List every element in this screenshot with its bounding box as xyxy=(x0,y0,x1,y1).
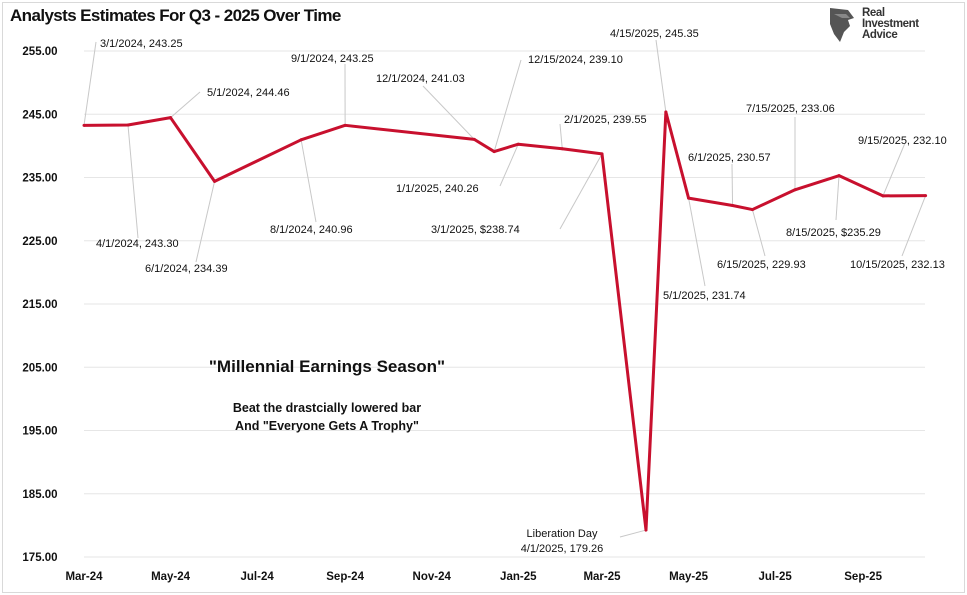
data-label: 5/1/2025, 231.74 xyxy=(663,290,746,302)
data-point xyxy=(600,152,604,156)
y-tick-label: 245.00 xyxy=(22,109,57,121)
data-point xyxy=(213,179,217,183)
data-point xyxy=(731,204,735,208)
y-tick-label: 175.00 xyxy=(22,552,57,564)
series-line xyxy=(83,110,926,532)
data-label: 12/15/2024, 239.10 xyxy=(528,54,623,66)
leader-line xyxy=(901,195,927,257)
y-tick-label: 215.00 xyxy=(22,299,57,311)
data-point xyxy=(560,147,564,151)
logo: Real Investment Advice xyxy=(826,6,919,42)
data-label: 12/1/2024, 241.03 xyxy=(376,73,465,85)
data-label: 6/1/2025, 230.57 xyxy=(688,152,771,164)
leader-line xyxy=(882,142,906,197)
data-point xyxy=(299,138,303,142)
data-label: 7/15/2025, 233.06 xyxy=(746,103,835,115)
data-point xyxy=(472,137,476,141)
y-tick-label: 235.00 xyxy=(22,173,57,185)
data-point xyxy=(793,188,797,192)
data-point xyxy=(169,116,173,120)
data-label: 6/1/2024, 234.39 xyxy=(145,263,228,275)
data-label: 2/1/2025, 239.55 xyxy=(564,114,647,126)
logo-line: Investment xyxy=(862,17,919,30)
x-tick-label: Sep-25 xyxy=(844,571,882,583)
data-point xyxy=(644,528,648,532)
leader-line xyxy=(195,181,216,263)
data-point xyxy=(837,174,841,178)
data-point xyxy=(82,123,86,127)
data-label: 4/1/2025, 179.26 xyxy=(521,543,604,555)
x-tick-label: Mar-25 xyxy=(583,571,621,583)
x-tick-label: Mar-24 xyxy=(65,571,103,583)
leader-line xyxy=(499,144,519,187)
leader-line xyxy=(422,85,475,140)
logo-text: Real Investment Advice xyxy=(862,6,919,41)
y-tick-label: 255.00 xyxy=(22,46,57,58)
y-tick-label: 185.00 xyxy=(22,489,57,501)
leader-line xyxy=(493,59,522,152)
leader-line xyxy=(731,163,734,206)
leader-line xyxy=(619,529,647,538)
data-label: 1/1/2025, 240.26 xyxy=(396,183,479,195)
data-label: 6/15/2025, 229.93 xyxy=(717,259,806,271)
data-point xyxy=(750,208,754,212)
x-tick-label: Jul-24 xyxy=(241,571,275,583)
leader-line xyxy=(300,139,317,223)
leader-line xyxy=(751,209,766,257)
logo-line: Real xyxy=(862,6,885,19)
data-label: 3/1/2025, $238.74 xyxy=(431,224,520,236)
data-label: 9/1/2024, 243.25 xyxy=(291,53,374,65)
x-tick-label: Nov-24 xyxy=(413,571,452,583)
data-point xyxy=(664,110,668,114)
data-label: 3/1/2024, 243.25 xyxy=(100,38,183,50)
y-tick-label: 205.00 xyxy=(22,362,57,374)
annotation-line2: And "Everyone Gets A Trophy" xyxy=(235,419,419,433)
leader-line xyxy=(655,39,667,113)
x-tick-label: May-24 xyxy=(151,571,191,583)
data-label: 10/15/2025, 232.13 xyxy=(850,259,945,271)
x-tick-label: Jan-25 xyxy=(500,571,537,583)
logo-line: Advice xyxy=(862,28,898,41)
data-label: 8/15/2025, $235.29 xyxy=(786,227,881,239)
leader-line xyxy=(835,175,840,221)
y-tick-label: 225.00 xyxy=(22,236,57,248)
data-label: 4/15/2025, 245.35 xyxy=(610,28,699,40)
data-label: 4/1/2024, 243.30 xyxy=(96,238,179,250)
annotation-line1: Beat the drastcially lowered bar xyxy=(233,401,421,415)
leader-line xyxy=(559,153,603,230)
leader-line xyxy=(170,91,201,119)
annotation-headline: "Millennial Earnings Season" xyxy=(209,357,445,376)
data-label: 9/15/2025, 232.10 xyxy=(858,135,947,147)
leader-line xyxy=(559,123,563,149)
x-tick-label: Sep-24 xyxy=(326,571,364,583)
data-point xyxy=(924,194,928,198)
x-tick-label: May-25 xyxy=(669,571,709,583)
data-point xyxy=(687,196,691,200)
leader-line xyxy=(688,198,706,287)
data-point xyxy=(126,123,130,127)
x-tick-label: Jul-25 xyxy=(759,571,793,583)
data-point xyxy=(343,123,347,127)
data-label: 5/1/2024, 244.46 xyxy=(207,87,290,99)
y-tick-label: 195.00 xyxy=(22,426,57,438)
eagle-logo-icon xyxy=(830,8,854,42)
chart-title: Analysts Estimates For Q3 - 2025 Over Ti… xyxy=(10,6,341,25)
leader-line xyxy=(83,41,97,126)
data-point xyxy=(516,142,520,146)
data-point xyxy=(492,150,496,154)
data-point xyxy=(881,194,885,198)
data-label-prefix: Liberation Day xyxy=(527,528,598,540)
data-label: 8/1/2024, 240.96 xyxy=(270,224,353,236)
leader-line xyxy=(127,124,139,239)
